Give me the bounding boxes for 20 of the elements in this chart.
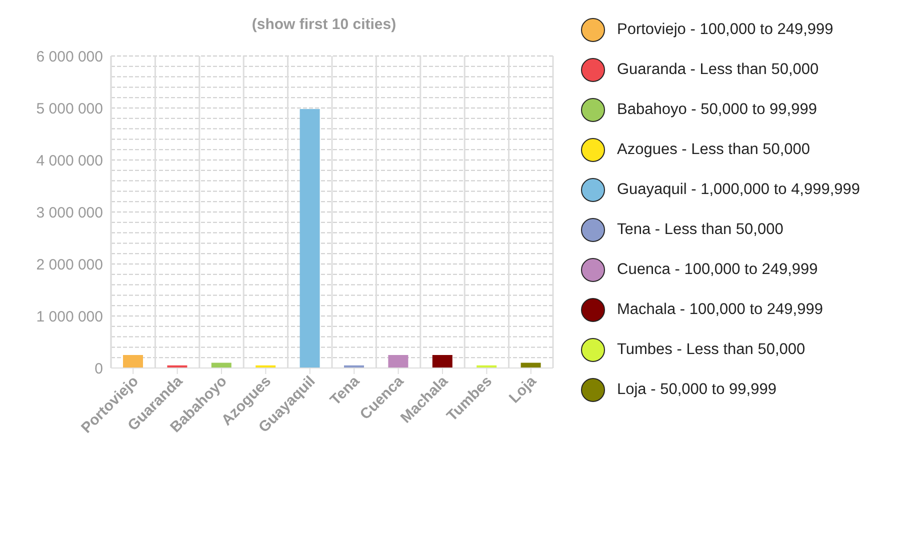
x-tick-label: Tena [326,372,364,409]
legend-label: Machala - 100,000 to 249,999 [617,301,823,319]
chart-title: (show first 10 cities) [250,16,398,33]
y-tick-label: 4 000 000 [36,152,103,170]
legend-label: Tumbes - Less than 50,000 [617,341,806,359]
y-tick-label: 6 000 000 [36,48,103,66]
legend-label: Azogues - Less than 50,000 [617,141,810,159]
legend-label: Guayaquil - 1,000,000 to 4,999,999 [617,181,860,199]
x-tick-label: Loja [506,372,540,407]
legend-label: Tena - Less than 50,000 [617,221,784,239]
y-tick-label: 5 000 000 [36,100,103,118]
y-tick-label: 0 [94,360,103,378]
legend-label: Babahoyo - 50,000 to 99,999 [617,101,817,119]
y-tick-label: 3 000 000 [36,204,103,222]
legend-label: Portoviejo - 100,000 to 249,999 [617,21,834,39]
legend-label: Cuenca - 100,000 to 249,999 [617,261,818,279]
legend-label: Loja - 50,000 to 99,999 [617,381,776,399]
legend-label: Guaranda - Less than 50,000 [617,61,819,79]
y-tick-label: 2 000 000 [36,256,103,274]
y-tick-label: 1 000 000 [36,308,103,326]
